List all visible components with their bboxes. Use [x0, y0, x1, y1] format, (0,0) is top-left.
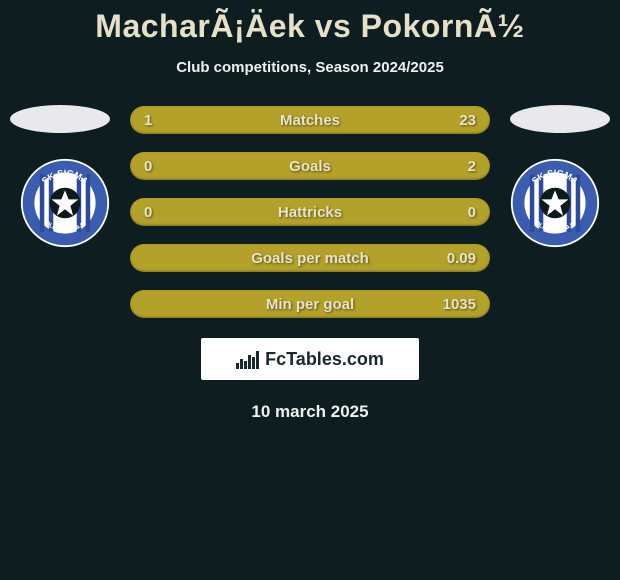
stat-label: Matches — [280, 112, 340, 129]
brand-text: FcTables.com — [265, 349, 384, 370]
stat-label: Goals per match — [251, 250, 369, 267]
subtitle: Club competitions, Season 2024/2025 — [0, 59, 620, 76]
stat-label: Min per goal — [266, 296, 354, 313]
date-text: 10 march 2025 — [0, 402, 620, 422]
stat-left-value: 0 — [144, 204, 174, 221]
stat-right-value: 0.09 — [446, 250, 476, 267]
stat-row: Goals per match 0.09 — [130, 244, 490, 272]
stat-left-value: 0 — [144, 158, 174, 175]
brand-box: FcTables.com — [201, 338, 419, 380]
player-avatar-right-oval — [510, 105, 610, 133]
stat-right-value: 2 — [446, 158, 476, 175]
stat-row: 1 Matches 23 — [130, 106, 490, 134]
player-avatar-left-oval — [10, 105, 110, 133]
stat-right-value: 1035 — [443, 296, 476, 313]
stats-bars: 1 Matches 23 0 Goals 2 0 Hattricks 0 Goa… — [130, 106, 490, 318]
stat-right-value: 0 — [446, 204, 476, 221]
stat-label: Goals — [289, 158, 331, 175]
stat-row: Min per goal 1035 — [130, 290, 490, 318]
bar-chart-icon — [236, 349, 259, 369]
stat-row: 0 Goals 2 — [130, 152, 490, 180]
club-badge-right: SK SIGMA OLOMOUC a.s. — [510, 158, 600, 248]
stat-right-value: 23 — [446, 112, 476, 129]
page-title: MacharÃ¡Äek vs PokornÃ½ — [0, 0, 620, 45]
stat-label: Hattricks — [278, 204, 342, 221]
club-badge-left: SK SIGMA OLOMOUC a.s. — [20, 158, 110, 248]
comparison-area: SK SIGMA OLOMOUC a.s. SK SIGMA OLOMOUC a… — [0, 100, 620, 330]
stat-left-value: 1 — [144, 112, 174, 129]
stat-row: 0 Hattricks 0 — [130, 198, 490, 226]
